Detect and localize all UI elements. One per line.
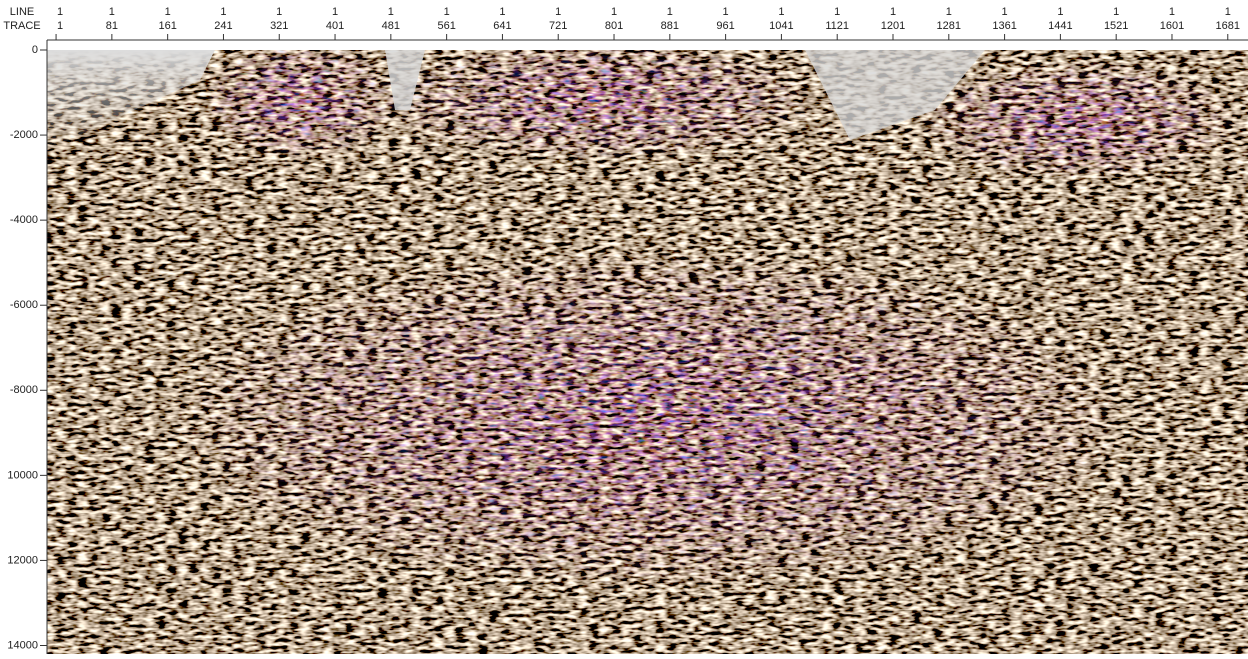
line-number-label: 1 (165, 6, 171, 18)
x-tick-label: 1681 (1216, 20, 1240, 32)
line-number-label: 1 (1113, 6, 1119, 18)
line-number-label: 1 (1057, 6, 1063, 18)
muted-zone (385, 50, 425, 110)
x-tick-label: 1281 (937, 20, 961, 32)
seismic-amplitude-highlights (47, 50, 1248, 654)
y-tick-label: 0 (32, 44, 38, 56)
x-tick-label: 1361 (992, 20, 1016, 32)
line-number-label: 1 (332, 6, 338, 18)
x-tick-label: 81 (106, 20, 118, 32)
line-number-label: 1 (499, 6, 505, 18)
line-number-label: 1 (667, 6, 673, 18)
x-tick-label: 321 (270, 20, 288, 32)
muted-zone (805, 50, 985, 140)
line-number-label: 1 (890, 6, 896, 18)
line-number-label: 1 (723, 6, 729, 18)
y-tick-label: 12000 (7, 554, 38, 566)
line-number-label: 1 (1169, 6, 1175, 18)
x-tick-label: 801 (605, 20, 623, 32)
plot-area (47, 50, 1248, 654)
x-tick-label: 881 (661, 20, 679, 32)
x-tick-label: 241 (214, 20, 232, 32)
x-tick-label: 481 (382, 20, 400, 32)
line-number-label: 1 (946, 6, 952, 18)
x-tick-label: 161 (158, 20, 176, 32)
x-tick-label: 721 (549, 20, 567, 32)
x-tick-label: 1441 (1048, 20, 1072, 32)
x-tick-label: 401 (326, 20, 344, 32)
line-number-label: 1 (555, 6, 561, 18)
line-number-label: 1 (1002, 6, 1008, 18)
line-number-label: 1 (778, 6, 784, 18)
muted-zone (47, 50, 215, 150)
line-number-label: 1 (276, 6, 282, 18)
x-tick-label: 1041 (769, 20, 793, 32)
x-tick-label: 1 (57, 20, 63, 32)
x-tick-label: 1201 (881, 20, 905, 32)
line-number-label: 1 (834, 6, 840, 18)
y-tick-label: -6000 (10, 299, 38, 311)
x-tick-label: 1601 (1160, 20, 1184, 32)
x-tick-label: 961 (716, 20, 734, 32)
header-label: TRACE (3, 20, 40, 32)
x-tick-label: 561 (437, 20, 455, 32)
y-tick-label: 14000 (7, 639, 38, 651)
line-number-label: 1 (220, 6, 226, 18)
x-tick-label: 1121 (825, 20, 849, 32)
line-number-label: 1 (109, 6, 115, 18)
y-tick-label: 10000 (7, 469, 38, 481)
line-number-label: 1 (57, 6, 63, 18)
line-number-label: 1 (388, 6, 394, 18)
line-number-label: 1 (444, 6, 450, 18)
header-label: LINE (10, 6, 34, 18)
y-tick-label: -2000 (10, 129, 38, 141)
x-tick-label: 641 (493, 20, 511, 32)
line-number-label: 1 (611, 6, 617, 18)
x-tick-label: 1521 (1104, 20, 1128, 32)
y-tick-label: -8000 (10, 384, 38, 396)
y-tick-label: -4000 (10, 214, 38, 226)
line-number-label: 1 (1225, 6, 1231, 18)
